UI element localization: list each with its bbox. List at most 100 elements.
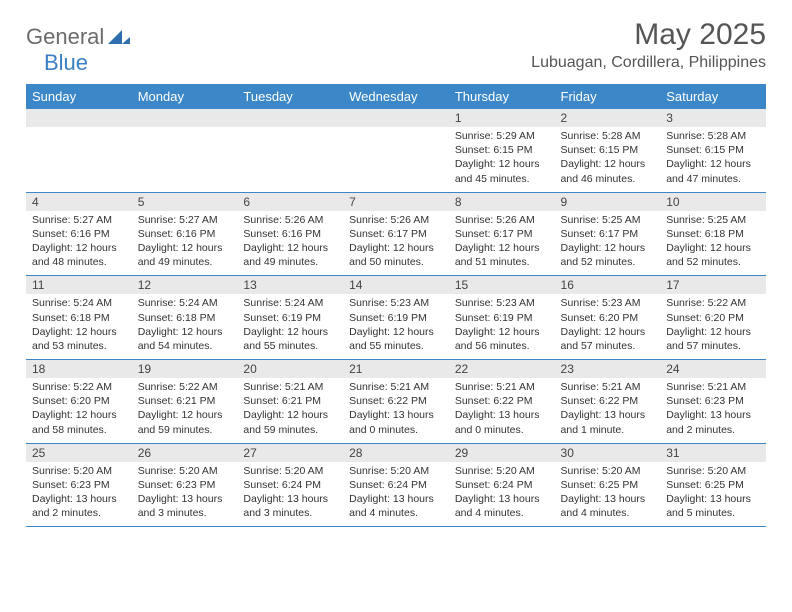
calendar-day-cell: 21Sunrise: 5:21 AMSunset: 6:22 PMDayligh… <box>343 360 449 444</box>
day-number: 21 <box>343 360 449 378</box>
sunrise-text: Sunrise: 5:20 AM <box>349 464 443 478</box>
daylight-text: Daylight: 13 hours and 4 minutes. <box>561 492 655 520</box>
day-number <box>132 109 238 127</box>
day-content: Sunrise: 5:24 AMSunset: 6:19 PMDaylight:… <box>237 294 343 359</box>
daylight-text: Daylight: 12 hours and 53 minutes. <box>32 325 126 353</box>
calendar-day-cell: 22Sunrise: 5:21 AMSunset: 6:22 PMDayligh… <box>449 360 555 444</box>
month-title: May 2025 <box>531 18 766 52</box>
calendar-day-cell: 30Sunrise: 5:20 AMSunset: 6:25 PMDayligh… <box>555 443 661 527</box>
daylight-text: Daylight: 13 hours and 2 minutes. <box>666 408 760 436</box>
day-content: Sunrise: 5:25 AMSunset: 6:18 PMDaylight:… <box>660 211 766 276</box>
day-number: 6 <box>237 193 343 211</box>
sunrise-text: Sunrise: 5:27 AM <box>138 213 232 227</box>
day-number: 13 <box>237 276 343 294</box>
day-number <box>26 109 132 127</box>
day-content: Sunrise: 5:20 AMSunset: 6:25 PMDaylight:… <box>660 462 766 527</box>
sunset-text: Sunset: 6:23 PM <box>138 478 232 492</box>
daylight-text: Daylight: 12 hours and 47 minutes. <box>666 157 760 185</box>
day-number <box>343 109 449 127</box>
calendar-day-cell: 16Sunrise: 5:23 AMSunset: 6:20 PMDayligh… <box>555 276 661 360</box>
daylight-text: Daylight: 13 hours and 2 minutes. <box>32 492 126 520</box>
daylight-text: Daylight: 13 hours and 5 minutes. <box>666 492 760 520</box>
day-content <box>26 127 132 185</box>
day-header: Saturday <box>660 84 766 109</box>
sunset-text: Sunset: 6:18 PM <box>32 311 126 325</box>
daylight-text: Daylight: 12 hours and 46 minutes. <box>561 157 655 185</box>
calendar-table: Sunday Monday Tuesday Wednesday Thursday… <box>26 84 766 527</box>
sunrise-text: Sunrise: 5:24 AM <box>138 296 232 310</box>
day-content: Sunrise: 5:26 AMSunset: 6:17 PMDaylight:… <box>343 211 449 276</box>
sunset-text: Sunset: 6:23 PM <box>666 394 760 408</box>
day-header: Sunday <box>26 84 132 109</box>
calendar-day-cell <box>26 109 132 192</box>
day-content: Sunrise: 5:24 AMSunset: 6:18 PMDaylight:… <box>26 294 132 359</box>
day-content <box>237 127 343 185</box>
day-number: 25 <box>26 444 132 462</box>
day-number: 23 <box>555 360 661 378</box>
day-content: Sunrise: 5:21 AMSunset: 6:22 PMDaylight:… <box>555 378 661 443</box>
day-header: Thursday <box>449 84 555 109</box>
day-number: 27 <box>237 444 343 462</box>
day-number: 8 <box>449 193 555 211</box>
day-number: 7 <box>343 193 449 211</box>
day-content: Sunrise: 5:20 AMSunset: 6:24 PMDaylight:… <box>237 462 343 527</box>
daylight-text: Daylight: 12 hours and 51 minutes. <box>455 241 549 269</box>
daylight-text: Daylight: 13 hours and 0 minutes. <box>349 408 443 436</box>
sunrise-text: Sunrise: 5:25 AM <box>561 213 655 227</box>
sunset-text: Sunset: 6:16 PM <box>32 227 126 241</box>
calendar-day-cell: 10Sunrise: 5:25 AMSunset: 6:18 PMDayligh… <box>660 192 766 276</box>
sunset-text: Sunset: 6:15 PM <box>561 143 655 157</box>
sunrise-text: Sunrise: 5:25 AM <box>666 213 760 227</box>
sunrise-text: Sunrise: 5:22 AM <box>32 380 126 394</box>
brand-word1: General <box>26 24 104 49</box>
daylight-text: Daylight: 12 hours and 50 minutes. <box>349 241 443 269</box>
sunrise-text: Sunrise: 5:24 AM <box>243 296 337 310</box>
day-content: Sunrise: 5:26 AMSunset: 6:16 PMDaylight:… <box>237 211 343 276</box>
day-header: Friday <box>555 84 661 109</box>
sunset-text: Sunset: 6:24 PM <box>349 478 443 492</box>
daylight-text: Daylight: 12 hours and 57 minutes. <box>561 325 655 353</box>
brand-logo-text: General Blue <box>26 24 130 76</box>
day-content: Sunrise: 5:20 AMSunset: 6:23 PMDaylight:… <box>26 462 132 527</box>
sunset-text: Sunset: 6:17 PM <box>455 227 549 241</box>
calendar-day-cell: 20Sunrise: 5:21 AMSunset: 6:21 PMDayligh… <box>237 360 343 444</box>
day-number: 26 <box>132 444 238 462</box>
sunrise-text: Sunrise: 5:20 AM <box>666 464 760 478</box>
day-number: 31 <box>660 444 766 462</box>
daylight-text: Daylight: 13 hours and 4 minutes. <box>349 492 443 520</box>
day-number: 20 <box>237 360 343 378</box>
sunrise-text: Sunrise: 5:20 AM <box>455 464 549 478</box>
calendar-week-row: 4Sunrise: 5:27 AMSunset: 6:16 PMDaylight… <box>26 192 766 276</box>
calendar-day-cell: 19Sunrise: 5:22 AMSunset: 6:21 PMDayligh… <box>132 360 238 444</box>
sunset-text: Sunset: 6:17 PM <box>349 227 443 241</box>
calendar-day-cell: 28Sunrise: 5:20 AMSunset: 6:24 PMDayligh… <box>343 443 449 527</box>
sunrise-text: Sunrise: 5:23 AM <box>561 296 655 310</box>
daylight-text: Daylight: 12 hours and 59 minutes. <box>243 408 337 436</box>
sunset-text: Sunset: 6:22 PM <box>561 394 655 408</box>
header-right: May 2025 Lubuagan, Cordillera, Philippin… <box>531 18 766 72</box>
sunrise-text: Sunrise: 5:26 AM <box>243 213 337 227</box>
day-content: Sunrise: 5:21 AMSunset: 6:21 PMDaylight:… <box>237 378 343 443</box>
sunset-text: Sunset: 6:21 PM <box>138 394 232 408</box>
day-content: Sunrise: 5:28 AMSunset: 6:15 PMDaylight:… <box>660 127 766 192</box>
sunrise-text: Sunrise: 5:20 AM <box>561 464 655 478</box>
day-number: 3 <box>660 109 766 127</box>
day-content: Sunrise: 5:21 AMSunset: 6:22 PMDaylight:… <box>449 378 555 443</box>
day-number: 9 <box>555 193 661 211</box>
day-content: Sunrise: 5:27 AMSunset: 6:16 PMDaylight:… <box>26 211 132 276</box>
day-content <box>132 127 238 185</box>
day-content: Sunrise: 5:20 AMSunset: 6:25 PMDaylight:… <box>555 462 661 527</box>
calendar-day-cell: 31Sunrise: 5:20 AMSunset: 6:25 PMDayligh… <box>660 443 766 527</box>
sunrise-text: Sunrise: 5:29 AM <box>455 129 549 143</box>
calendar-week-row: 11Sunrise: 5:24 AMSunset: 6:18 PMDayligh… <box>26 276 766 360</box>
daylight-text: Daylight: 12 hours and 52 minutes. <box>666 241 760 269</box>
sunset-text: Sunset: 6:25 PM <box>666 478 760 492</box>
calendar-day-cell: 7Sunrise: 5:26 AMSunset: 6:17 PMDaylight… <box>343 192 449 276</box>
calendar-day-cell: 14Sunrise: 5:23 AMSunset: 6:19 PMDayligh… <box>343 276 449 360</box>
brand-logo: General Blue <box>26 24 130 76</box>
sunset-text: Sunset: 6:17 PM <box>561 227 655 241</box>
day-number: 11 <box>26 276 132 294</box>
sunrise-text: Sunrise: 5:22 AM <box>138 380 232 394</box>
day-content: Sunrise: 5:25 AMSunset: 6:17 PMDaylight:… <box>555 211 661 276</box>
day-number: 30 <box>555 444 661 462</box>
